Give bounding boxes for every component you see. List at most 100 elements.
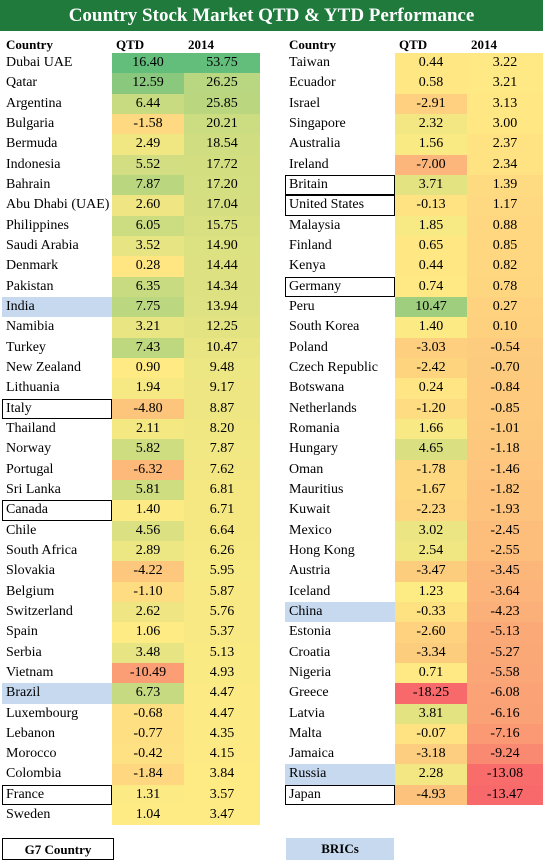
qtd-value: 12.59 bbox=[112, 73, 184, 94]
ytd-value: 3.57 bbox=[184, 784, 260, 806]
qtd-value: -4.93 bbox=[395, 784, 467, 806]
ytd-value: 2.34 bbox=[467, 154, 543, 175]
qtd-value: -0.77 bbox=[112, 723, 184, 745]
qtd-value: -2.91 bbox=[395, 93, 467, 114]
ytd-value: 25.85 bbox=[184, 93, 260, 114]
ytd-value: -1.46 bbox=[467, 459, 543, 480]
country-name: Ecuador bbox=[289, 75, 336, 91]
qtd-value: -2.23 bbox=[395, 500, 467, 521]
qtd-value: 1.40 bbox=[395, 317, 467, 338]
ytd-value: 17.20 bbox=[184, 174, 260, 196]
qtd-value: -1.58 bbox=[112, 113, 184, 135]
ytd-value: 6.26 bbox=[184, 540, 260, 562]
country-name: Kenya bbox=[289, 258, 326, 274]
qtd-value: -0.33 bbox=[395, 601, 467, 623]
ytd-value: 4.93 bbox=[184, 662, 260, 684]
country-name: Sri Lanka bbox=[6, 481, 61, 497]
qtd-value: -4.80 bbox=[112, 398, 184, 419]
country-name: Chile bbox=[6, 522, 37, 538]
qtd-value: 2.89 bbox=[112, 540, 184, 562]
ytd-value: 3.13 bbox=[467, 93, 543, 114]
qtd-value: -2.60 bbox=[395, 622, 467, 643]
ytd-value: 8.87 bbox=[184, 398, 260, 419]
country-name: Czech Republic bbox=[289, 359, 379, 375]
ytd-value: 7.62 bbox=[184, 459, 260, 480]
country-name: Kuwait bbox=[289, 502, 331, 518]
qtd-value: 16.40 bbox=[112, 53, 184, 74]
qtd-value: -1.10 bbox=[112, 581, 184, 602]
ytd-value: -2.45 bbox=[467, 520, 543, 541]
country-name: Nigeria bbox=[289, 664, 331, 680]
country-name: Abu Dhabi (UAE) bbox=[6, 197, 110, 213]
ytd-value: 6.64 bbox=[184, 520, 260, 541]
country-name: Colombia bbox=[6, 766, 62, 782]
ytd-value: 4.35 bbox=[184, 723, 260, 745]
ytd-value: 3.22 bbox=[467, 53, 543, 74]
ytd-value: 14.90 bbox=[184, 235, 260, 257]
qtd-value: 3.81 bbox=[395, 703, 467, 724]
qtd-value: 6.05 bbox=[112, 215, 184, 236]
qtd-value: -1.20 bbox=[395, 398, 467, 419]
ytd-value: -5.58 bbox=[467, 662, 543, 684]
country-name: Spain bbox=[6, 624, 38, 640]
ytd-value: 17.72 bbox=[184, 154, 260, 175]
country-name: Bulgaria bbox=[6, 115, 55, 131]
ytd-value: 0.85 bbox=[467, 235, 543, 257]
qtd-value: 7.87 bbox=[112, 174, 184, 196]
country-name: Finland bbox=[289, 237, 332, 253]
page-title: Country Stock Market QTD & YTD Performan… bbox=[0, 0, 543, 31]
qtd-value: -4.22 bbox=[112, 561, 184, 582]
country-name: Philippines bbox=[6, 217, 70, 233]
country-name: New Zealand bbox=[6, 359, 82, 375]
country-name: Canada bbox=[2, 500, 112, 520]
qtd-value: -1.67 bbox=[395, 479, 467, 501]
ytd-value: -2.55 bbox=[467, 540, 543, 562]
qtd-value: 0.71 bbox=[395, 662, 467, 684]
country-name: South Africa bbox=[6, 542, 78, 558]
qtd-value: 0.28 bbox=[112, 256, 184, 277]
ytd-value: 1.39 bbox=[467, 174, 543, 196]
qtd-value: -18.25 bbox=[395, 683, 467, 704]
ytd-value: 13.94 bbox=[184, 296, 260, 318]
ytd-value: -13.08 bbox=[467, 764, 543, 785]
qtd-value: 0.44 bbox=[395, 256, 467, 277]
ytd-value: 6.81 bbox=[184, 479, 260, 501]
ytd-value: 5.13 bbox=[184, 642, 260, 663]
qtd-value: 0.44 bbox=[395, 53, 467, 74]
country-name: India bbox=[2, 296, 112, 318]
header-country: Country bbox=[289, 37, 336, 52]
qtd-value: -3.03 bbox=[395, 337, 467, 358]
country-name: Austria bbox=[289, 563, 331, 579]
country-name: China bbox=[285, 601, 395, 623]
ytd-value: -7.16 bbox=[467, 723, 543, 745]
ytd-value: -1.93 bbox=[467, 500, 543, 521]
country-name: Germany bbox=[285, 277, 395, 297]
legend-g7: G7 Country bbox=[2, 838, 114, 860]
country-name: Serbia bbox=[6, 644, 42, 660]
ytd-value: 2.37 bbox=[467, 134, 543, 155]
qtd-value: 6.44 bbox=[112, 93, 184, 114]
country-name: Vietnam bbox=[6, 664, 54, 680]
country-name: Thailand bbox=[6, 420, 56, 436]
country-name: Bermuda bbox=[6, 136, 58, 152]
qtd-value: 0.90 bbox=[112, 357, 184, 379]
ytd-value: -1.18 bbox=[467, 439, 543, 460]
qtd-value: -0.13 bbox=[395, 195, 467, 216]
qtd-value: 5.82 bbox=[112, 439, 184, 460]
country-name: Namibia bbox=[6, 319, 55, 335]
qtd-value: 4.65 bbox=[395, 439, 467, 460]
ytd-value: 10.47 bbox=[184, 337, 260, 358]
country-name: Romania bbox=[289, 420, 340, 436]
ytd-value: 3.00 bbox=[467, 113, 543, 135]
legend-bric: BRICs bbox=[286, 838, 394, 860]
qtd-value: 3.48 bbox=[112, 642, 184, 663]
qtd-value: 1.31 bbox=[112, 784, 184, 806]
ytd-value: -5.13 bbox=[467, 622, 543, 643]
qtd-value: -1.78 bbox=[395, 459, 467, 480]
country-name: Singapore bbox=[289, 115, 346, 131]
qtd-value: 1.85 bbox=[395, 215, 467, 236]
qtd-value: 1.04 bbox=[112, 805, 184, 826]
qtd-value: 6.35 bbox=[112, 276, 184, 297]
country-name: Turkey bbox=[6, 339, 46, 355]
ytd-value: -6.08 bbox=[467, 683, 543, 704]
